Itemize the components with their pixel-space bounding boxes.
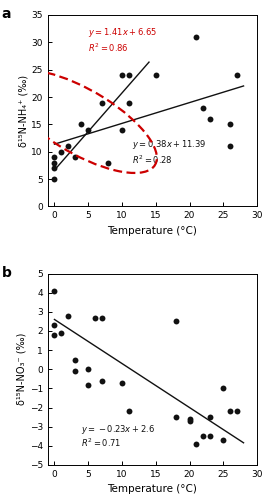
Text: $y = 0.38x + 11.39$: $y = 0.38x + 11.39$	[132, 138, 207, 151]
Point	[52, 175, 56, 183]
Point	[66, 142, 70, 150]
Point	[228, 408, 232, 416]
Point	[208, 432, 212, 440]
Point	[52, 331, 56, 339]
Point	[52, 158, 56, 166]
Point	[86, 366, 90, 374]
Point	[174, 413, 178, 421]
Point	[66, 312, 70, 320]
Point	[52, 286, 56, 294]
Y-axis label: δ¹⁵N-NH₄⁺ (‰): δ¹⁵N-NH₄⁺ (‰)	[19, 74, 29, 147]
Point	[120, 126, 124, 134]
Text: $y = 1.41x + 6.65$: $y = 1.41x + 6.65$	[88, 26, 157, 39]
Point	[228, 120, 232, 128]
Point	[52, 321, 56, 329]
Y-axis label: δ¹⁵N-NO₃⁻ (‰): δ¹⁵N-NO₃⁻ (‰)	[17, 333, 27, 406]
Point	[194, 440, 198, 448]
Point	[201, 432, 205, 440]
Point	[235, 408, 239, 416]
Point	[73, 153, 77, 161]
Point	[106, 158, 111, 166]
Point	[154, 71, 158, 79]
Point	[59, 148, 63, 156]
Point	[100, 314, 104, 322]
Point	[187, 415, 192, 423]
Point	[127, 408, 131, 416]
Point	[93, 314, 97, 322]
Text: $R^2 = 0.71$: $R^2 = 0.71$	[81, 436, 121, 448]
Point	[73, 367, 77, 375]
Point	[228, 142, 232, 150]
Point	[235, 71, 239, 79]
Point	[86, 126, 90, 134]
Point	[127, 98, 131, 106]
Text: $R^2 = 0.86$: $R^2 = 0.86$	[88, 42, 129, 54]
Point	[73, 356, 77, 364]
Point	[187, 417, 192, 425]
Text: $R^2 = 0.28$: $R^2 = 0.28$	[132, 154, 173, 166]
Text: b: b	[2, 266, 11, 280]
Text: a: a	[2, 8, 11, 22]
Point	[127, 71, 131, 79]
Point	[52, 164, 56, 172]
Point	[86, 380, 90, 388]
Point	[208, 115, 212, 123]
Point	[100, 376, 104, 384]
Point	[120, 71, 124, 79]
Point	[221, 384, 226, 392]
Point	[79, 120, 83, 128]
Point	[201, 104, 205, 112]
Point	[208, 413, 212, 421]
Point	[59, 329, 63, 337]
Point	[100, 98, 104, 106]
Point	[221, 436, 226, 444]
Point	[194, 33, 198, 41]
Point	[52, 153, 56, 161]
X-axis label: Temperature (°C): Temperature (°C)	[107, 484, 197, 494]
Point	[120, 378, 124, 386]
X-axis label: Temperature (°C): Temperature (°C)	[107, 226, 197, 236]
Text: $y = -0.23x + 2.6$: $y = -0.23x + 2.6$	[81, 423, 155, 436]
Point	[174, 318, 178, 326]
